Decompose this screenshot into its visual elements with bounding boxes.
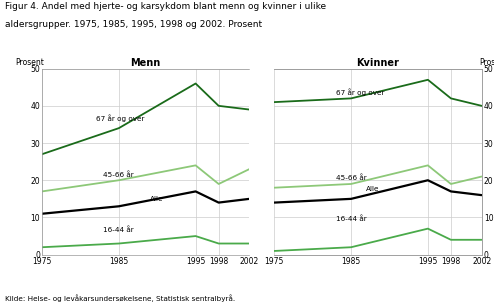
- Title: Menn: Menn: [130, 58, 161, 68]
- Text: 16-44 år: 16-44 år: [336, 216, 367, 222]
- Text: aldersgrupper. 1975, 1985, 1995, 1998 og 2002. Prosent: aldersgrupper. 1975, 1985, 1995, 1998 og…: [5, 20, 262, 29]
- Text: 67 år og over: 67 år og over: [96, 114, 144, 122]
- Text: Figur 4. Andel med hjerte- og karsykdom blant menn og kvinner i ulike: Figur 4. Andel med hjerte- og karsykdom …: [5, 2, 326, 11]
- Text: 67 år og over: 67 år og over: [336, 88, 384, 96]
- Text: Alle: Alle: [150, 196, 163, 202]
- Text: Prosent: Prosent: [15, 58, 44, 67]
- Text: Kilde: Helse- og levåkarsundersøkelsene, Statistisk sentralbyrå.: Kilde: Helse- og levåkarsundersøkelsene,…: [5, 294, 235, 302]
- Title: Kvinner: Kvinner: [357, 58, 399, 68]
- Text: 16-44 år: 16-44 år: [103, 227, 134, 233]
- Text: Prosent: Prosent: [480, 58, 494, 67]
- Text: 45-66 år: 45-66 år: [336, 174, 367, 181]
- Text: 45-66 år: 45-66 år: [103, 171, 134, 178]
- Text: Alle: Alle: [367, 186, 380, 192]
